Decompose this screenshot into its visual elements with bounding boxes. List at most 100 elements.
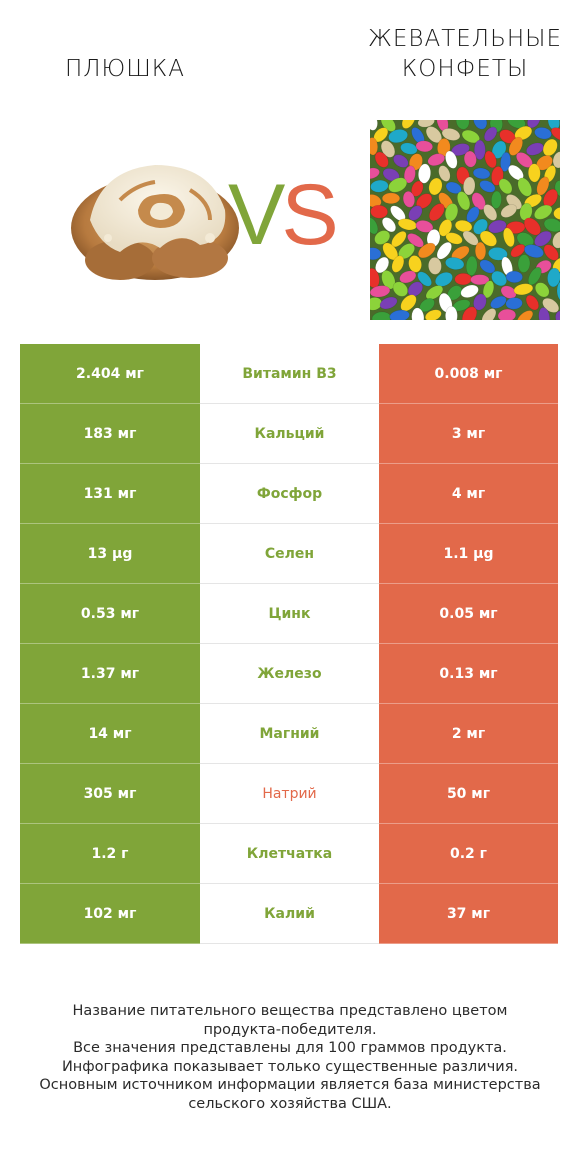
nutrient-name-cell: Селен xyxy=(200,524,379,583)
jelly-bean xyxy=(547,267,560,288)
jelly-bean xyxy=(393,154,409,168)
jelly-bean xyxy=(388,129,408,144)
jelly-bean xyxy=(555,310,560,320)
jelly-bean xyxy=(527,163,541,183)
jelly-bean xyxy=(503,227,515,248)
table-row: 305 мг Натрий 50 мг xyxy=(20,764,558,824)
jelly-bean xyxy=(455,120,470,130)
row-divider xyxy=(200,883,379,884)
jelly-bean xyxy=(370,120,378,131)
jelly-bean xyxy=(517,254,531,273)
row-divider xyxy=(200,403,379,404)
footnote: Название питательного вещества представл… xyxy=(30,1002,550,1114)
vs-s-letter: S xyxy=(281,167,338,263)
jelly-bean xyxy=(454,272,472,286)
jelly-bean xyxy=(474,241,487,261)
footnote-line: продукта-победителя. xyxy=(203,1021,377,1038)
jelly-bean xyxy=(471,192,486,210)
table-row: 131 мг Фосфор 4 мг xyxy=(20,464,558,524)
comparison-table: 2.404 мг Витамин B3 0.008 мг 183 мг Кальций 3… xyxy=(20,344,558,944)
jelly-bean xyxy=(473,120,488,130)
jelly-bean xyxy=(415,140,433,153)
jelly-bean xyxy=(408,205,423,221)
nutrient-name-cell: Фосфор xyxy=(200,464,379,523)
left-value-cell: 14 мг xyxy=(20,704,200,764)
jelly-bean xyxy=(370,194,382,208)
jelly-bean xyxy=(428,257,442,275)
jelly-bean xyxy=(479,230,497,247)
vs-label: VS xyxy=(228,160,339,270)
jelly-bean xyxy=(542,297,560,313)
row-divider xyxy=(200,523,379,524)
vs-v-letter: V xyxy=(228,167,285,263)
jelly-bean xyxy=(534,230,552,247)
jelly-bean xyxy=(401,120,416,129)
jelly-bean xyxy=(516,310,534,320)
footnote-line: сельского хозяйства США. xyxy=(188,1095,392,1112)
jelly-bean xyxy=(465,255,478,276)
jelly-bean xyxy=(463,176,476,196)
left-value-cell: 0.53 мг xyxy=(20,584,200,644)
nutrient-name-cell: Кальций xyxy=(200,404,379,463)
row-divider xyxy=(200,823,379,824)
row-divider xyxy=(200,583,379,584)
jelly-bean xyxy=(479,180,496,193)
jelly-beans-image xyxy=(370,120,560,320)
jelly-bean xyxy=(445,257,465,270)
right-value-cell: 3 мг xyxy=(379,404,558,464)
jelly-bean xyxy=(556,281,560,302)
right-value-cell: 2 мг xyxy=(379,704,558,764)
jelly-bean xyxy=(461,129,480,144)
nutrient-name-cell: Витамин B3 xyxy=(200,344,379,403)
jelly-bean xyxy=(553,206,560,220)
jelly-bean xyxy=(392,281,409,297)
jelly-bean xyxy=(381,270,396,290)
jelly-bean xyxy=(438,219,453,237)
row-divider xyxy=(200,643,379,644)
left-value-cell: 2.404 мг xyxy=(20,344,200,404)
jelly-bean xyxy=(370,179,389,193)
right-value-cell: 4 мг xyxy=(379,464,558,524)
jelly-bean xyxy=(438,165,451,182)
jelly-bean xyxy=(525,294,540,311)
cinnamon-bun-image xyxy=(60,140,240,290)
footnote-line: Название питательного вещества представл… xyxy=(72,1003,508,1019)
table-row: 14 мг Магний 2 мг xyxy=(20,704,558,764)
jelly-bean xyxy=(538,307,551,320)
nutrient-name-cell: Калий xyxy=(200,884,379,943)
jelly-bean xyxy=(445,306,458,320)
jelly-bean xyxy=(490,190,502,209)
jelly-bean xyxy=(381,217,397,233)
table-row: 102 мг Калий 37 мг xyxy=(20,884,558,944)
left-value-cell: 183 мг xyxy=(20,404,200,464)
jelly-bean xyxy=(389,309,410,320)
table-row: 13 µg Селен 1.1 µg xyxy=(20,524,558,584)
jelly-bean xyxy=(488,219,507,234)
jelly-bean xyxy=(500,151,511,172)
jelly-bean xyxy=(483,204,498,221)
right-value-cell: 0.008 мг xyxy=(379,344,558,404)
jelly-bean xyxy=(498,178,513,195)
right-value-cell: 50 мг xyxy=(379,764,558,824)
jelly-bean xyxy=(427,153,446,167)
jelly-bean xyxy=(550,127,560,142)
jelly-bean xyxy=(370,217,379,235)
jelly-bean xyxy=(534,127,552,140)
jelly-bean xyxy=(370,167,380,180)
jelly-bean xyxy=(441,128,461,141)
left-product-title: ПЛЮШКА xyxy=(64,56,186,82)
left-value-cell: 1.2 г xyxy=(20,824,200,884)
left-value-cell: 131 мг xyxy=(20,464,200,524)
left-value-cell: 13 µg xyxy=(20,524,200,584)
jelly-bean xyxy=(457,191,471,211)
row-divider xyxy=(200,943,379,944)
jelly-bean xyxy=(445,181,462,194)
nutrient-name-cell: Магний xyxy=(200,704,379,763)
jelly-bean xyxy=(483,126,498,142)
table-row: 183 мг Кальций 3 мг xyxy=(20,404,558,464)
jelly-bean xyxy=(379,296,398,310)
row-divider xyxy=(200,463,379,464)
row-divider xyxy=(200,703,379,704)
jelly-bean xyxy=(513,283,534,296)
jelly-bean xyxy=(505,297,523,310)
